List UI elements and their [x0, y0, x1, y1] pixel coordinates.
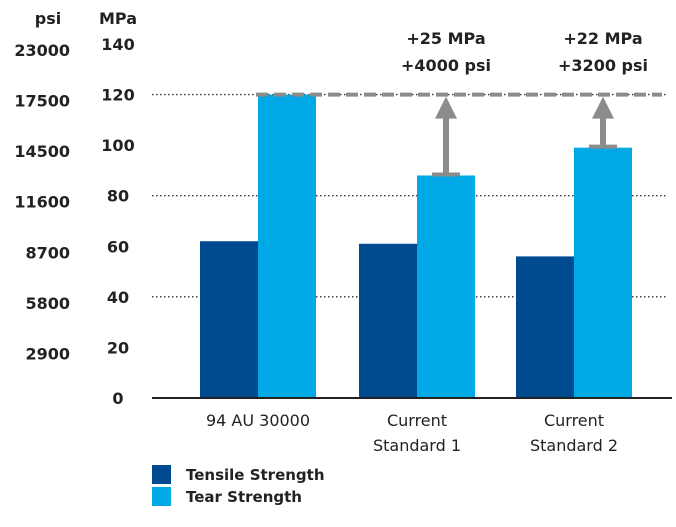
- mpa-tick-20: 20: [107, 338, 129, 357]
- legend-swatch-1: [152, 487, 171, 506]
- bar-tensile-0: [200, 241, 258, 398]
- mpa-tick-100: 100: [101, 136, 134, 155]
- category-label-1-0: Current: [387, 411, 447, 430]
- category-label-2-1: Standard 2: [530, 436, 618, 455]
- improvement-mpa-label-0: +25 MPa: [406, 29, 485, 48]
- mpa-unit-label: MPa: [99, 9, 137, 28]
- legend-swatch-0: [152, 465, 171, 484]
- psi-tick-8700: 8700: [25, 243, 70, 262]
- psi-tick-11600: 11600: [14, 193, 70, 212]
- category-label-1-1: Standard 1: [373, 436, 461, 455]
- arrow-head-1: [592, 96, 614, 119]
- bar-tensile-1: [359, 243, 417, 398]
- psi-unit-label: psi: [35, 9, 61, 28]
- bar-tensile-2: [516, 256, 574, 398]
- psi-tick-14500: 14500: [14, 142, 70, 161]
- category-label-0-0: 94 AU 30000: [206, 411, 310, 430]
- mpa-tick-80: 80: [107, 187, 129, 206]
- mpa-tick-120: 120: [101, 86, 134, 105]
- legend: Tensile Strength Tear Strength: [152, 465, 325, 506]
- arrow-head-0: [435, 96, 457, 119]
- improvement-psi-label-0: +4000 psi: [401, 56, 491, 75]
- category-label-2-0: Current: [544, 411, 604, 430]
- improvement-psi-label-1: +3200 psi: [558, 56, 648, 75]
- mpa-tick-0: 0: [112, 389, 123, 408]
- legend-label-0: Tensile Strength: [186, 466, 325, 484]
- bar-tear-1: [417, 175, 475, 398]
- mpa-tick-40: 40: [107, 288, 129, 307]
- psi-tick-5800: 5800: [25, 294, 70, 313]
- psi-tick-23000: 23000: [14, 41, 70, 60]
- bar-tear-2: [574, 147, 632, 398]
- mpa-tick-60: 60: [107, 237, 129, 256]
- psi-tick-17500: 17500: [14, 92, 70, 111]
- improvement-mpa-label-1: +22 MPa: [563, 29, 642, 48]
- bar-tear-0: [258, 94, 316, 399]
- bars: [200, 94, 632, 399]
- mpa-tick-140: 140: [101, 35, 134, 54]
- psi-tick-2900: 2900: [25, 344, 70, 363]
- annotations: +25 MPa +4000 psi +22 MPa +3200 psi: [401, 29, 648, 177]
- axes: psi MPa 0 20 40 60 80 100 120 140 23000 17500 14500 1…: [14, 9, 672, 455]
- legend-label-1: Tear Strength: [186, 488, 302, 506]
